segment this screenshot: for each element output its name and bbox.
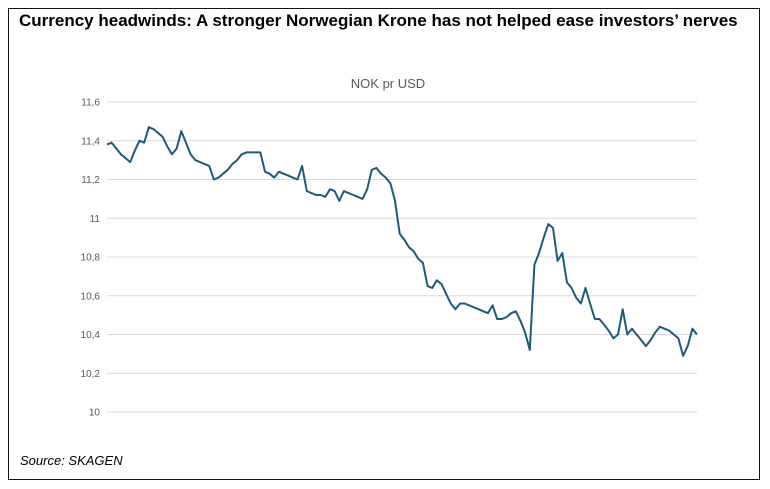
- y-tick-label: 11: [90, 214, 101, 225]
- y-tick-label: 11,2: [81, 175, 100, 186]
- headline: Currency headwinds: A stronger Norwegian…: [19, 11, 738, 30]
- y-tick-label: 10,6: [81, 291, 101, 302]
- series-line: [106, 126, 698, 357]
- series-lines: [106, 126, 698, 357]
- chart-frame: [8, 8, 760, 480]
- gridlines: [107, 101, 697, 413]
- y-tick-label: 10,4: [81, 330, 101, 341]
- y-tick-label: 11,6: [81, 98, 100, 109]
- y-tick-label: 10: [89, 408, 101, 419]
- y-axis-tick-labels: 10 10,2 10,4 10,6 10,8 11 11,2 11,4 11,6: [81, 98, 101, 419]
- y-tick-label: 10,2: [81, 369, 101, 380]
- chart-title: NOK pr USD: [351, 76, 425, 91]
- y-tick-label: 10,8: [81, 253, 101, 264]
- y-tick-label: 11,4: [81, 136, 100, 147]
- source-note: Source: SKAGEN: [20, 453, 123, 468]
